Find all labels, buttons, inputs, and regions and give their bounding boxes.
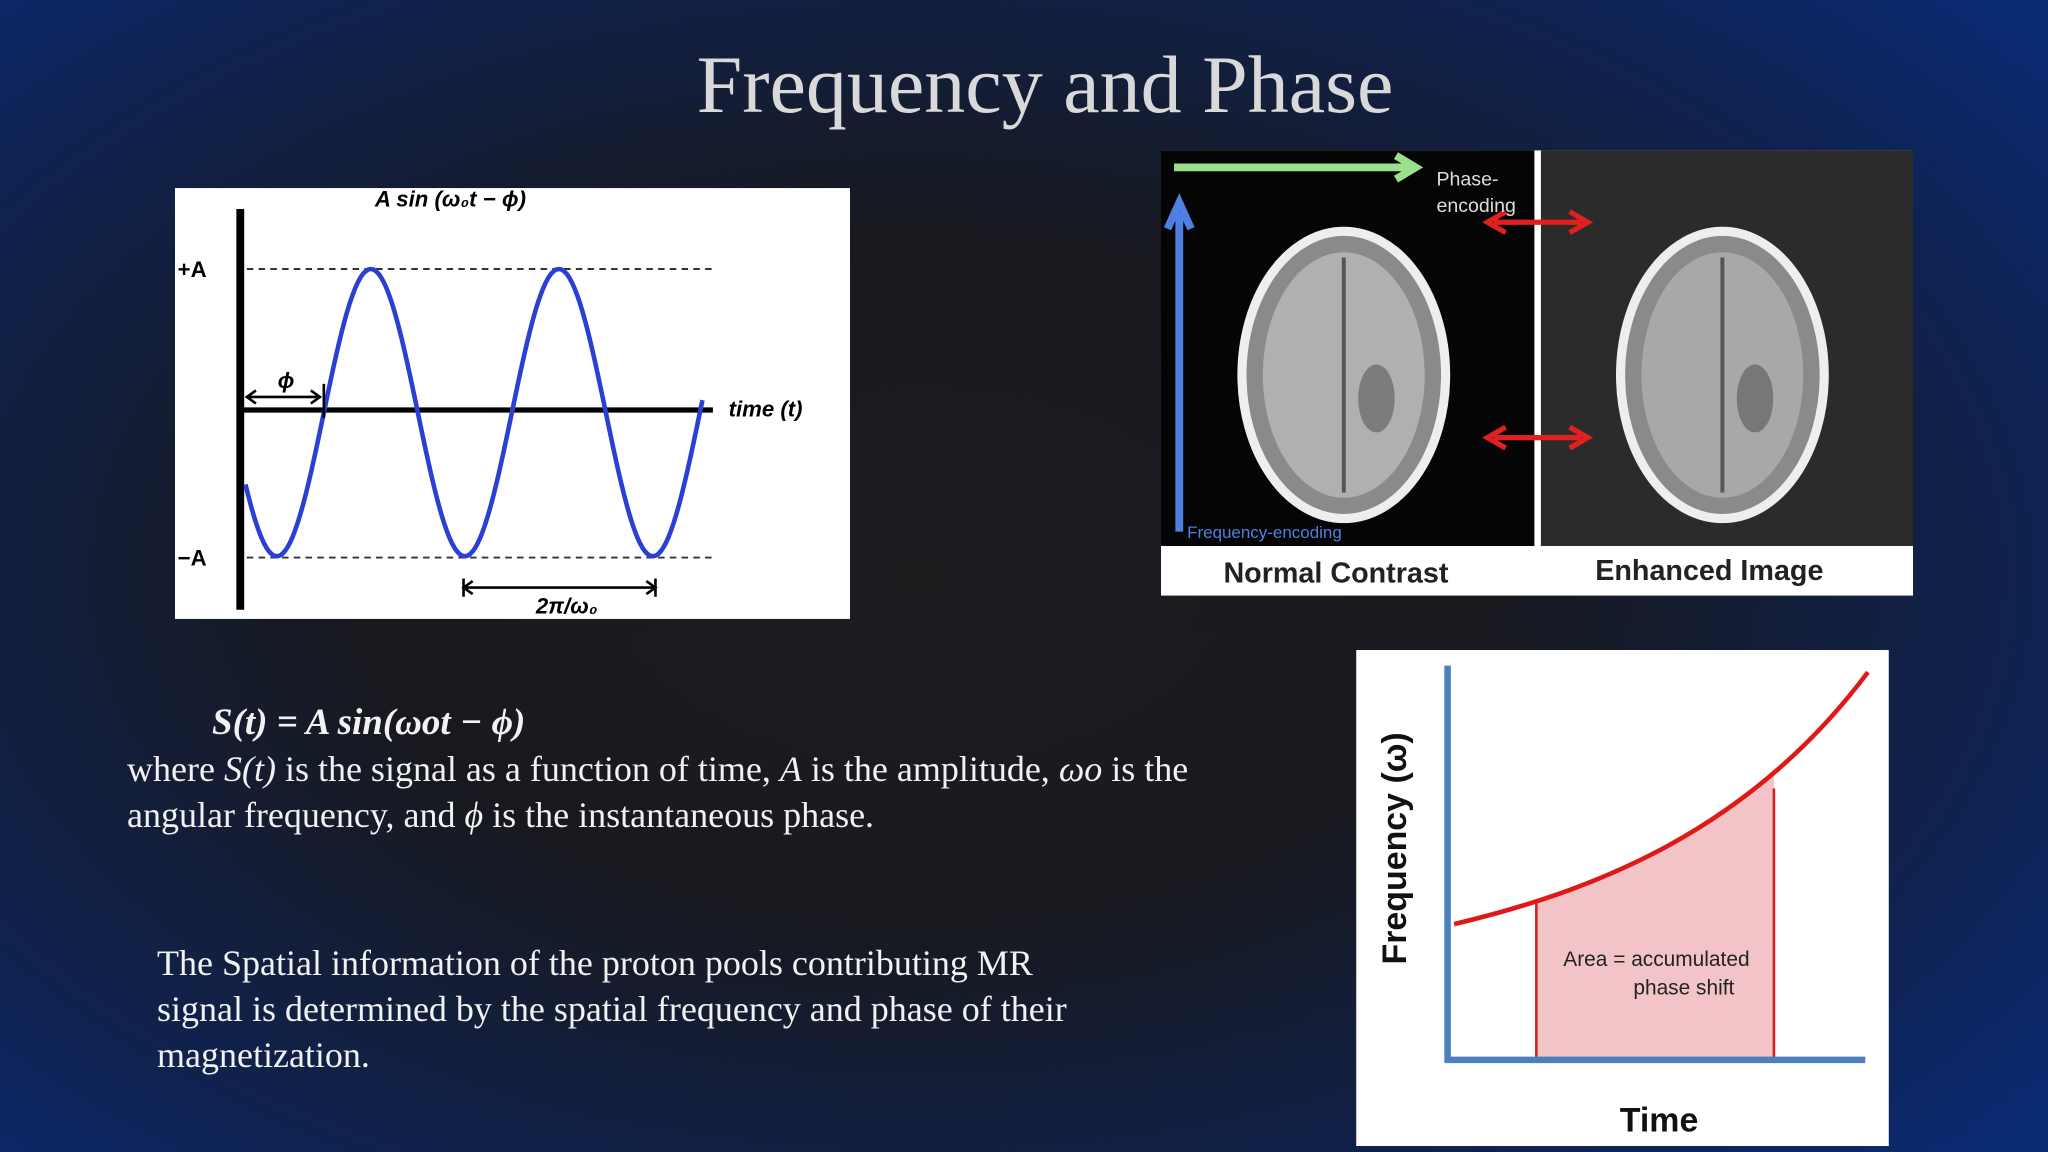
period-arrow — [461, 578, 658, 597]
phase-encoding-label: Phase- — [1436, 169, 1498, 191]
frequency-figure: Frequency (ω) Time Area = accumulated ph… — [1356, 650, 1889, 1146]
equation: S(t) = A sin(ωot − ϕ) — [212, 702, 526, 743]
definition: where S(t) is the signal as a function o… — [127, 746, 1188, 838]
phase-arrow — [1174, 152, 1424, 183]
text: ϕ — [464, 795, 484, 835]
x-axis-label: Time — [1620, 1102, 1699, 1140]
time-axis-label: time (t) — [729, 397, 803, 422]
right-caption: Enhanced Image — [1595, 555, 1823, 587]
phase-area — [1536, 772, 1774, 1060]
slide-title: Frequency and Phase — [696, 39, 1394, 130]
sine-figure: A sin (ω₀t − ϕ) +A −A ϕ time (t) 2π/ω₀ — [175, 188, 850, 619]
brain-lesion — [1358, 364, 1395, 433]
formula-label: A sin (ω₀t − ϕ) — [374, 188, 526, 211]
note: The Spatial information of the proton po… — [157, 940, 1067, 1078]
mri-figure: Phase- encoding Frequency-encoding Norma… — [1161, 150, 1913, 596]
text: S(t) — [223, 749, 276, 789]
brain-lesion — [1736, 364, 1774, 433]
text: is the signal as a function of time, — [275, 749, 780, 789]
red-arrow — [1482, 424, 1594, 451]
text-line: signal is determined by the spatial freq… — [157, 989, 1067, 1029]
y-axis-label: Frequency (ω) — [1376, 732, 1414, 964]
frequency-curve — [1453, 670, 1870, 927]
minus-a-label: −A — [178, 545, 207, 570]
text: ωo — [1058, 749, 1103, 789]
plus-a-label: +A — [178, 257, 207, 282]
text: angular frequency, and — [127, 795, 465, 835]
left-caption: Normal Contrast — [1223, 558, 1448, 590]
text-line: where S(t) is the signal as a function o… — [127, 746, 1188, 792]
text: is the — [1102, 749, 1189, 789]
area-label: phase shift — [1633, 977, 1734, 1000]
text-line: magnetization. — [157, 1035, 370, 1075]
frequency-arrow — [1163, 193, 1195, 532]
phase-label: ϕ — [278, 368, 295, 393]
text: is the instantaneous phase. — [483, 795, 875, 835]
text: is the amplitude, — [801, 749, 1059, 789]
text: A — [779, 749, 802, 789]
text-line: angular frequency, and ϕ is the instanta… — [127, 792, 1188, 838]
phase-arrow — [244, 383, 326, 418]
sine-wave — [243, 266, 705, 559]
frequency-encoding-label: Frequency-encoding — [1187, 523, 1342, 542]
phase-encoding-label: encoding — [1436, 195, 1515, 217]
text-line: The Spatial information of the proton po… — [157, 943, 1033, 983]
period-label: 2π/ω₀ — [535, 594, 598, 619]
red-arrow — [1482, 209, 1594, 235]
area-label: Area = accumulated — [1563, 948, 1749, 971]
text: where — [127, 749, 224, 789]
